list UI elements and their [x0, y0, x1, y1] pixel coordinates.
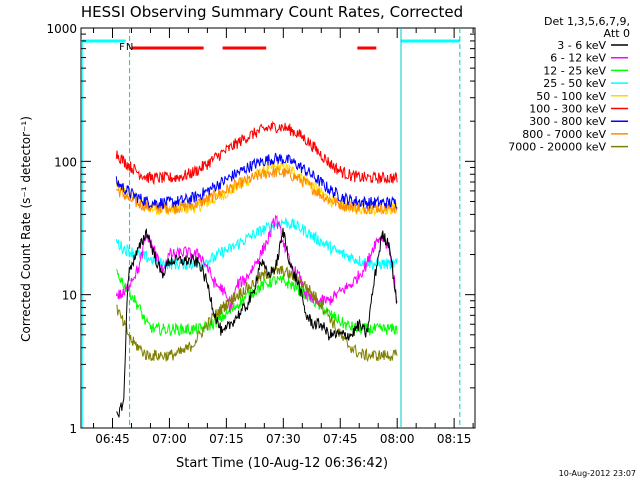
x-tick-label: 07:30 [266, 432, 301, 446]
legend-label-300-800-kev: 300 - 800 keV [529, 115, 606, 128]
series-line-3-6-kev [116, 227, 398, 418]
x-tick-label: 08:00 [380, 432, 415, 446]
legend-header-line-1: Det 1,3,5,6,7,9, [544, 15, 630, 28]
y-axis-label: Corrected Count Rate (s⁻¹ detector⁻¹) [19, 116, 33, 342]
legend-label-6-12-kev: 6 - 12 keV [550, 52, 606, 65]
legend-label-3-6-kev: 3 - 6 keV [557, 39, 606, 52]
plot-frame [80, 27, 476, 429]
legend-label-100-300-kev: 100 - 300 keV [529, 103, 606, 116]
axis-ticks: 06:45 07:00 07:15 07:30 07:45 08:00 08:15 1 10 10… [46, 22, 475, 446]
y-tick-label: 10 [62, 289, 77, 303]
plot-border [80, 27, 476, 429]
y-tick-label: 100 [54, 155, 77, 169]
series-line-25-50-kev [115, 216, 398, 271]
attenuator-state-label: N [126, 42, 133, 53]
series-line-300-800-kev [115, 152, 398, 210]
x-axis-label: Start Time (10-Aug-12 06:36:42) [176, 456, 388, 471]
footer-timestamp: 10-Aug-2012 23:07 [559, 469, 636, 478]
y-tick-label: 1 [69, 422, 77, 436]
series-line-100-300-kev [115, 120, 398, 186]
legend-label-50-100-kev: 50 - 100 keV [536, 90, 606, 103]
x-tick-label: 08:15 [437, 432, 472, 446]
x-tick-label: 07:45 [323, 432, 358, 446]
x-tick-label: 06:45 [95, 432, 130, 446]
x-tick-label: 07:15 [209, 432, 244, 446]
y-tick-label: 1000 [46, 22, 77, 36]
legend-label-12-25-kev: 12 - 25 keV [543, 64, 606, 77]
legend-label-7000-20000-kev: 7000 - 20000 keV [508, 141, 606, 154]
legend-label-800-7000-kev: 800 - 7000 keV [522, 128, 606, 141]
chart-title: HESSI Observing Summary Count Rates, Cor… [81, 3, 463, 21]
series-line-12-25-kev [116, 269, 398, 337]
legend-header-line-2: Att 0 [604, 27, 630, 40]
legend-label-25-50-kev: 25 - 50 keV [543, 77, 606, 90]
series-line-6-12-kev [115, 214, 398, 313]
x-tick-label: 07:00 [152, 432, 187, 446]
attenuator-state-label: F [119, 42, 125, 53]
series-line-800-7000-kev [115, 166, 398, 216]
series-layer [115, 120, 398, 418]
